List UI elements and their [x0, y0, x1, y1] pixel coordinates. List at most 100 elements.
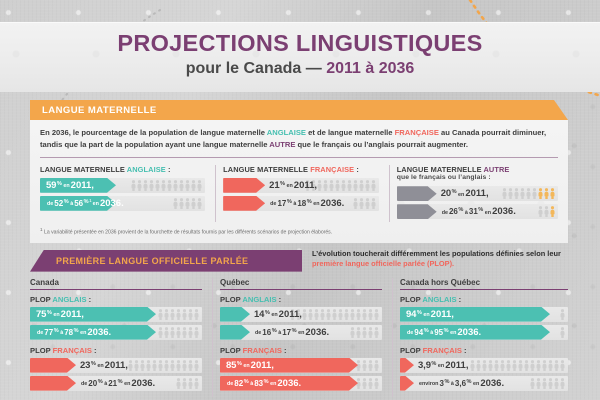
person-icon: [140, 359, 145, 371]
person-icon: [290, 308, 295, 320]
year-connector: en: [313, 201, 320, 208]
person-icon: [158, 308, 163, 320]
note-highlight: première langue officielle parlée (PLOP)…: [312, 259, 455, 269]
person-icon: [374, 359, 379, 371]
section2-panel: Canada PLOP ANGLAIS :75% en 2011, de 77% à 78% e…: [30, 274, 592, 397]
plop-region-column-2: Québec PLOP ANGLAIS :14% en 2011, de 16% à 17% e…: [212, 277, 392, 397]
plop-region-column-1: Canada PLOP ANGLAIS :75% en 2011, de 77% à 78% e…: [30, 278, 212, 397]
range-from: 52: [54, 198, 64, 208]
person-icon: [170, 359, 175, 371]
intro-part-3: au Canada pourrait diminuer, tandis que …: [40, 128, 547, 149]
section1-banner-label: LANGUE MATERNELLE: [42, 104, 157, 116]
person-icon: [353, 197, 358, 209]
stat-year: 2036.: [320, 197, 345, 209]
person-icon: [137, 179, 142, 191]
range-to: 31: [468, 207, 478, 217]
range-prefix: de: [81, 381, 88, 388]
plop-prefix: PLOP: [30, 345, 53, 355]
year-connector: en: [80, 330, 87, 337]
stat-row: de 52% à 56% 1 en 2036.: [40, 195, 206, 211]
person-icon: [188, 359, 193, 371]
range-prefix: environ: [419, 381, 439, 388]
person-icon: [356, 308, 361, 320]
intro-part-2: et de langue maternelle: [306, 128, 395, 137]
people-track: [176, 376, 200, 391]
person-icon: [530, 359, 535, 371]
percent-sign: %: [458, 207, 464, 214]
person-icon: [314, 308, 319, 320]
plop-region-column-3: Canada hors Québec PLOP ANGLAIS :94% en 201…: [392, 277, 568, 397]
page-title: PROJECTIONS LINGUISTIQUES: [117, 30, 483, 56]
stat-row: 59% en 2011,: [40, 177, 206, 193]
person-icon: [176, 308, 181, 320]
plop-accent: ANGLAIS: [422, 294, 457, 304]
percent-sign: %: [423, 327, 429, 334]
person-icon: [560, 377, 565, 389]
person-icon: [476, 359, 481, 371]
heading-subtext: que le français ou l’anglais :: [396, 173, 491, 181]
person-icon: [194, 308, 199, 320]
content-area: LANGUE MATERNELLE En 2036, le pourcentag…: [30, 100, 592, 397]
stat-row: 94% en 2011,: [400, 306, 568, 322]
people-track: [158, 325, 200, 340]
intro-part-1: En 2036, le pourcentage de la population…: [40, 128, 267, 137]
year-connector: en: [458, 191, 465, 198]
stat-row: de 26% à 31% en 2036.: [396, 204, 558, 220]
person-icon: [296, 308, 301, 320]
stat-value: 75: [36, 308, 47, 320]
person-icon: [548, 377, 553, 389]
range-prefix: de: [441, 209, 448, 216]
stat-year: 2011,: [70, 179, 94, 191]
plop-heading: PLOP FRANÇAIS :: [220, 346, 382, 355]
stat-row: de 16% à 17% en 2036.: [220, 324, 382, 340]
year-connector: en: [53, 312, 60, 319]
person-icon: [176, 359, 181, 371]
person-icon: [362, 326, 367, 338]
person-icon: [500, 359, 505, 371]
plop-suffix: :: [281, 345, 287, 355]
range-to: 78: [64, 327, 74, 337]
stat-year: 2011,: [104, 359, 128, 371]
plop-group: PLOP ANGLAIS :94% en 2011, de 94% à 95% en 2036.: [400, 295, 568, 340]
year-connector: en: [63, 183, 70, 190]
value-bar: [400, 325, 550, 340]
range-from: 16: [262, 327, 272, 337]
stat-label: de 26% à 31% en 2036.: [441, 204, 516, 219]
person-icon: [538, 188, 543, 200]
stat-year: 2036.: [277, 377, 302, 389]
percent-sign: %: [264, 309, 270, 316]
range-prefix: de: [47, 201, 54, 208]
heading-prefix: LANGUE MATERNELLE: [40, 164, 127, 174]
person-icon: [164, 326, 169, 338]
range-mid: à: [104, 381, 108, 388]
people-track: [560, 307, 566, 322]
note-part-1: L’évolution toucherait différemment les …: [312, 248, 561, 258]
percent-sign: %: [443, 327, 449, 334]
range-from: 17: [277, 198, 287, 208]
stat-label: environ 3% à 3,6% en 2036.: [418, 376, 504, 391]
person-icon: [494, 359, 499, 371]
person-icon: [374, 377, 379, 389]
percent-sign: %: [416, 309, 422, 316]
stat-row: de 17% à 18% en 2036.: [223, 195, 379, 211]
percent-sign: %: [46, 309, 52, 316]
person-icon: [550, 188, 555, 200]
person-icon: [188, 308, 193, 320]
stat-label: de 77% à 78% en 2036.: [36, 325, 111, 340]
value-bar: [223, 196, 265, 211]
plop-suffix: :: [276, 294, 282, 304]
person-icon: [538, 206, 543, 218]
plop-group: PLOP ANGLAIS :14% en 2011, de 16% à 17% en 2036.: [220, 295, 382, 340]
person-icon: [508, 188, 513, 200]
stat-value: 23: [80, 359, 91, 371]
percent-sign: %: [286, 198, 292, 205]
range-prefix: de: [37, 330, 44, 337]
plop-suffix: :: [461, 345, 467, 355]
person-icon: [502, 188, 507, 200]
percent-sign: %: [271, 327, 277, 334]
footnote-marker: 1: [40, 227, 43, 233]
person-icon: [332, 308, 337, 320]
person-icon: [170, 326, 175, 338]
person-icon: [143, 179, 148, 191]
percent-sign: %: [53, 327, 59, 334]
